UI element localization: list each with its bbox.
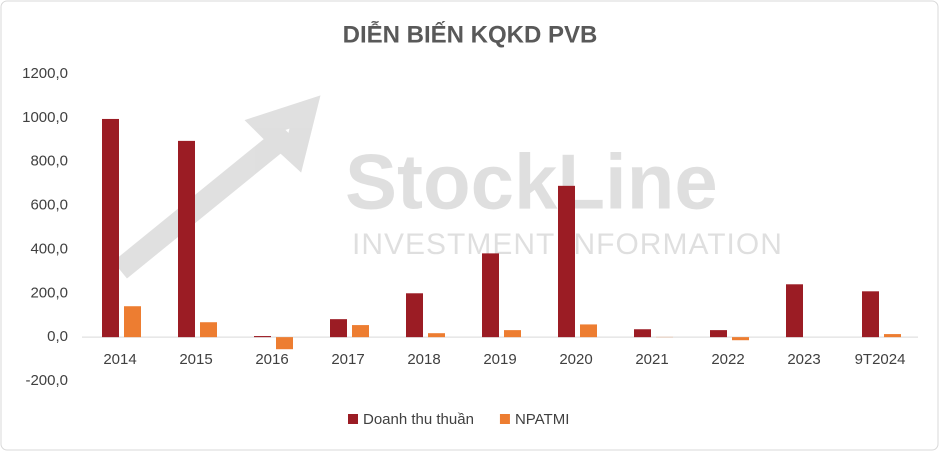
bar [580, 324, 597, 338]
y-tick-label: 0,0 [47, 328, 68, 345]
y-tick-label: 1200,0 [22, 65, 68, 82]
x-tick-label: 2021 [635, 351, 668, 368]
bar [786, 284, 803, 338]
x-tick-label: 2014 [103, 351, 136, 368]
y-tick-label: 600,0 [30, 197, 68, 214]
x-tick-label: 2023 [787, 351, 820, 368]
bar [254, 336, 271, 338]
bar [862, 291, 879, 338]
bar [884, 334, 901, 338]
x-tick-label: 2019 [483, 351, 516, 368]
bar [178, 140, 195, 338]
bar [330, 319, 347, 338]
chart-title: DIỄN BIẾN KQKD PVB [343, 19, 598, 48]
x-tick-label: 2018 [407, 351, 440, 368]
bar [406, 293, 423, 338]
y-tick-label: 800,0 [30, 153, 68, 170]
bar [482, 253, 499, 338]
bar [558, 185, 575, 338]
y-tick-label: 400,0 [30, 240, 68, 257]
bar [102, 118, 119, 338]
bar [276, 337, 293, 350]
watermark-arrow [113, 95, 321, 279]
bar [732, 337, 749, 341]
x-tick-label: 2016 [255, 351, 288, 368]
legend-swatch [499, 414, 510, 424]
bar [504, 330, 521, 338]
bar [710, 330, 727, 338]
bar [634, 329, 651, 338]
x-tick-label: 2020 [559, 351, 592, 368]
x-tick-label: 9T2024 [855, 351, 906, 368]
x-tick-label: 2015 [179, 351, 212, 368]
bar [428, 333, 445, 338]
bar [200, 322, 217, 338]
y-tick-label: -200,0 [25, 372, 68, 389]
legend-label: NPATMI [515, 411, 569, 428]
legend-label: Doanh thu thuần [363, 411, 474, 428]
bar [124, 306, 141, 338]
y-tick-label: 1000,0 [22, 109, 68, 126]
watermark-text: StockLine [345, 138, 718, 226]
x-tick-label: 2017 [331, 351, 364, 368]
bar [352, 325, 369, 338]
x-tick-label: 2022 [711, 351, 744, 368]
y-tick-label: 200,0 [30, 284, 68, 301]
legend-swatch [348, 414, 358, 424]
